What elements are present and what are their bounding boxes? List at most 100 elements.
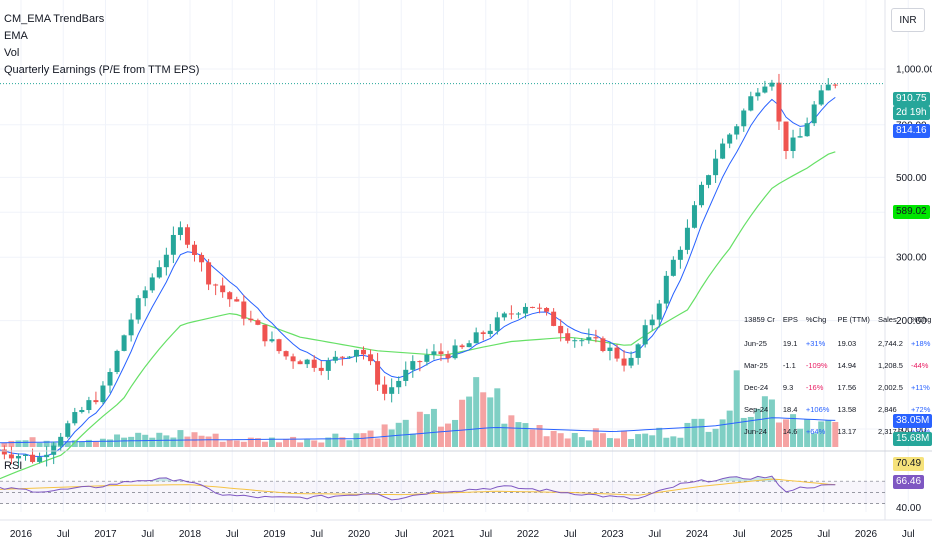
- candle: [466, 343, 472, 348]
- time-tick-label: 2022: [517, 529, 540, 540]
- candle: [501, 313, 507, 318]
- legend-ema[interactable]: EMA: [4, 30, 28, 42]
- candle: [424, 354, 430, 362]
- volume-bar: [156, 432, 163, 447]
- candle: [769, 82, 775, 87]
- volume-bar: [705, 431, 712, 447]
- volume-bar: [747, 416, 754, 447]
- candle: [522, 306, 528, 314]
- candle: [607, 347, 613, 351]
- volume-bar: [522, 423, 529, 447]
- volume-bar: [149, 437, 156, 447]
- volume-bar: [740, 417, 747, 447]
- table-cell: 13.58: [837, 404, 857, 414]
- volume-bar: [480, 392, 487, 447]
- volume-bar: [381, 424, 388, 447]
- table-cell: +31%: [805, 338, 826, 348]
- volume-ma-line: [0, 417, 836, 444]
- time-tick-label: 2019: [263, 529, 286, 540]
- volume-bar: [43, 440, 50, 447]
- volume-bar: [163, 435, 170, 447]
- candle: [290, 356, 296, 362]
- volume-bar: [501, 423, 508, 447]
- legend-vol[interactable]: Vol: [4, 47, 20, 59]
- volume-bar: [64, 441, 71, 447]
- currency-button[interactable]: INR: [891, 8, 925, 32]
- table-cell: 2,846: [877, 404, 897, 414]
- candle: [691, 205, 697, 228]
- candle: [30, 454, 36, 462]
- candle: [255, 320, 261, 325]
- candle: [656, 303, 662, 320]
- volume-bar: [550, 430, 557, 447]
- candle: [213, 284, 219, 286]
- volume-bar: [508, 415, 515, 447]
- candle: [431, 351, 437, 355]
- volume-bar: [592, 428, 599, 447]
- candle: [332, 356, 338, 361]
- legend-earnings[interactable]: Quarterly Earnings (P/E from TTM EPS): [4, 64, 200, 76]
- table-cell: 19.03: [837, 338, 857, 348]
- volume-bar: [22, 440, 29, 447]
- candle: [452, 345, 458, 359]
- volume-bar: [99, 438, 106, 447]
- table-header: 13859 Cr: [744, 314, 775, 324]
- volume-bar: [388, 429, 395, 447]
- candle: [417, 361, 423, 363]
- time-axis[interactable]: 2016 Jul 2017 Jul 2018 Jul 2019 Jul 2020 Jul 2021 J…: [0, 519, 932, 540]
- volume-bar: [818, 421, 825, 447]
- volume-bar: [515, 422, 522, 447]
- candle: [459, 345, 465, 348]
- volume-bar: [78, 441, 85, 447]
- volume-bar: [304, 439, 311, 447]
- volume-bar: [754, 408, 761, 447]
- table-header: %Chg: [805, 314, 827, 324]
- candle: [135, 298, 141, 320]
- rsi-line: [0, 475, 836, 501]
- rsi-legend[interactable]: RSI: [4, 460, 23, 472]
- volume-bar: [529, 429, 536, 447]
- legend-trendbars[interactable]: CM_EMA TrendBars: [4, 13, 105, 25]
- candle: [699, 184, 705, 206]
- volume-bar: [811, 433, 818, 447]
- volume-bar: [832, 421, 839, 447]
- price-tick-label: 300.00: [896, 253, 927, 264]
- volume-bar: [92, 441, 99, 447]
- candle: [142, 290, 148, 299]
- volume-bar: [691, 418, 698, 447]
- candle: [177, 227, 183, 235]
- candle: [93, 400, 99, 403]
- volume-bar: [804, 419, 811, 447]
- candle: [572, 340, 578, 342]
- time-tick-label: Jul: [733, 529, 746, 540]
- candle: [804, 123, 810, 137]
- candle: [220, 285, 226, 293]
- volume-bar: [571, 432, 578, 447]
- candle: [438, 351, 444, 355]
- candle: [389, 387, 395, 394]
- rsi-overbought-fill: [0, 476, 836, 482]
- time-tick-label: Jul: [395, 529, 408, 540]
- volume-bar: [325, 437, 332, 447]
- rsi-ma-line: [0, 478, 836, 496]
- candle: [79, 409, 85, 413]
- volume-bar: [473, 377, 480, 447]
- volume-bar: [768, 399, 775, 447]
- volume-bar: [557, 433, 564, 447]
- candle: [565, 333, 571, 341]
- candle: [480, 332, 486, 335]
- time-tick-label: Jul: [479, 529, 492, 540]
- candle: [311, 359, 317, 368]
- volume-bar: [677, 437, 684, 447]
- table-cell: 2,744.2: [877, 338, 903, 348]
- time-tick-label: Jul: [648, 529, 661, 540]
- time-tick-label: Jul: [902, 529, 915, 540]
- volume-bar: [121, 437, 128, 447]
- candle: [487, 330, 493, 335]
- table-cell: -109%: [805, 360, 828, 370]
- table-cell: 19.1: [782, 338, 798, 348]
- time-tick-label: Jul: [310, 529, 323, 540]
- table-cell: 14.6: [782, 426, 798, 436]
- candle: [586, 337, 592, 341]
